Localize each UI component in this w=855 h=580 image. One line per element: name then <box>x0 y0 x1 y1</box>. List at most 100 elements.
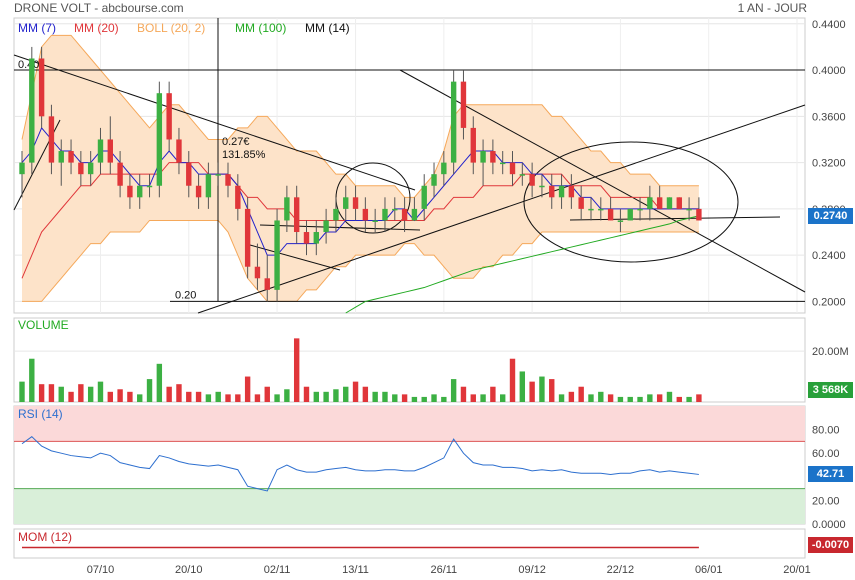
x-tick-label: 09/12 <box>518 564 546 576</box>
rsi-tick-label: 0.0000 <box>812 519 846 531</box>
candle <box>676 197 682 209</box>
candle <box>558 174 565 209</box>
volume-bar <box>519 371 526 402</box>
volume-bar <box>666 391 673 402</box>
candle-body <box>450 81 457 163</box>
volume-legend-item: VOLUME <box>18 318 69 332</box>
volume-bar <box>117 389 123 402</box>
volume-bar <box>293 338 300 402</box>
last-volume-box: 3 568K <box>808 382 853 398</box>
volume-bar <box>78 384 84 402</box>
candle <box>156 81 163 198</box>
candle-body <box>656 197 663 209</box>
candle-body <box>186 162 192 186</box>
candle-body <box>637 208 643 211</box>
volume-bar <box>568 391 575 402</box>
volume-bar <box>186 391 192 402</box>
candle-body <box>421 185 427 209</box>
volume-bar <box>166 386 172 402</box>
candle <box>352 185 359 221</box>
candle-body <box>48 116 55 163</box>
candle-body <box>539 185 545 188</box>
annotation-price: 0.27€ <box>222 136 250 148</box>
price-tick-label: 0.2400 <box>812 250 846 262</box>
candle <box>303 220 310 256</box>
volume-bar <box>235 394 241 402</box>
candle-body <box>29 58 35 163</box>
candle-body <box>97 139 104 163</box>
candle <box>127 174 133 209</box>
candle <box>480 139 486 186</box>
x-tick-label: 06/01 <box>695 564 723 576</box>
candle-body <box>235 185 241 209</box>
volume-bar <box>264 386 270 402</box>
candle-body <box>87 162 94 175</box>
candle <box>588 197 594 221</box>
candle-body <box>676 197 682 209</box>
candle-body <box>558 185 565 198</box>
last-price-box: 0.2740 <box>808 207 853 224</box>
volume-bar <box>696 394 702 402</box>
volume-bar <box>244 376 251 402</box>
x-tick-label: 13/11 <box>342 564 369 576</box>
rsi-tick-label: 20.00 <box>812 495 840 507</box>
candle-body <box>195 185 202 198</box>
trendline-up-2 <box>197 104 806 314</box>
candle-body <box>274 220 280 290</box>
candle-body <box>392 208 398 211</box>
volume-bar <box>274 394 280 402</box>
candle-body <box>568 185 575 198</box>
x-tick-label: 07/10 <box>87 564 115 576</box>
annotation-circle-2 <box>523 141 739 263</box>
candle <box>284 185 290 233</box>
bollinger-band <box>22 35 699 302</box>
candle <box>441 151 447 186</box>
volume-bar <box>127 391 133 402</box>
candle-body <box>244 208 251 267</box>
volume-plot-area <box>13 317 806 403</box>
candle <box>509 151 516 186</box>
volume-bar <box>352 381 359 402</box>
volume-bar <box>676 396 682 402</box>
price-legend-item: MM (100) <box>235 21 287 35</box>
candle <box>568 174 575 209</box>
candle <box>215 162 221 186</box>
volume-bar <box>284 389 290 402</box>
candle <box>274 208 280 302</box>
candle-body <box>549 185 555 198</box>
candle-body <box>117 162 123 186</box>
trendline-down-2 <box>399 69 806 293</box>
candle-body <box>529 174 535 186</box>
candle-body <box>441 162 447 175</box>
candle-body <box>627 208 633 221</box>
candle <box>421 174 427 221</box>
volume-bar <box>480 394 486 402</box>
candle-body <box>490 151 496 163</box>
candle-body <box>588 208 594 211</box>
candle <box>264 255 270 302</box>
volume-bar <box>372 391 378 402</box>
annotation-percent: 131.85% <box>222 149 266 161</box>
candle <box>627 208 633 221</box>
price-tick-label: 0.4000 <box>812 65 846 77</box>
volume-bar <box>441 396 447 402</box>
bollinger-upper-line <box>21 34 699 198</box>
price-legend-item: BOLL (20, 2) <box>137 21 206 35</box>
volume-bar <box>558 394 565 402</box>
candle-body <box>254 266 261 279</box>
candle <box>656 185 663 209</box>
candle-body <box>323 220 329 233</box>
volume-bar <box>460 386 467 402</box>
volume-bar <box>588 394 594 402</box>
volume-bar <box>401 394 408 402</box>
volume-bar <box>195 391 202 402</box>
candle <box>58 139 64 186</box>
candle-body <box>362 208 369 221</box>
candle <box>431 162 437 198</box>
candle-body <box>598 208 604 211</box>
x-axis: 07/10 20/10 02/11 13/11 26/11 09/12 22/12 06/01… <box>87 564 811 576</box>
volume-bar <box>647 394 653 402</box>
period-label[interactable]: 1 AN - JOUR <box>737 1 807 15</box>
volume-bar <box>333 389 339 402</box>
